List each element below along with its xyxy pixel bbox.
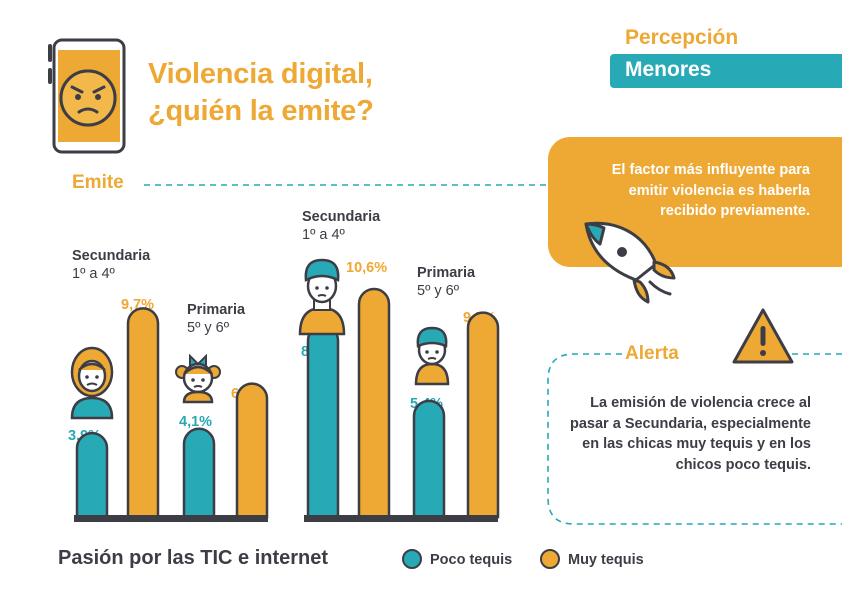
page-title-line2: ¿quién la emite? xyxy=(148,95,374,127)
boy-secundaria-avatar xyxy=(298,258,346,336)
rocket-icon xyxy=(584,221,676,304)
bar-muy-1 xyxy=(235,382,269,519)
alert-label: Alerta xyxy=(625,343,679,364)
group-grade-boys-secundaria: 1º a 4º xyxy=(302,227,345,243)
baseline-girls xyxy=(74,515,268,522)
baseline-boys xyxy=(304,515,498,522)
bar-poco-1 xyxy=(182,427,216,519)
group-label-girls-secundaria: Secundaria xyxy=(72,248,151,264)
perception-label: Percepción xyxy=(625,26,739,49)
group-grade-boys-primaria: 5º y 6º xyxy=(417,283,460,299)
factor-text: El factor más influyente para emitir vio… xyxy=(611,162,810,219)
value-label-poco-1: 4,1% xyxy=(179,414,213,430)
legend-dot-poco xyxy=(402,549,422,569)
legend-dot-muy xyxy=(540,549,560,569)
alert-text: La emisión de violencia crece al pasar a… xyxy=(570,395,811,473)
bar-muy-0 xyxy=(126,307,160,519)
girl-primaria-avatar xyxy=(175,353,221,404)
group-grade-girls-primaria: 5º y 6º xyxy=(187,320,230,336)
bar-muy-2 xyxy=(357,287,391,519)
girl-secundaria-avatar xyxy=(70,346,114,420)
angry-phone-icon xyxy=(48,38,126,154)
group-grade-girls-secundaria: 1º a 4º xyxy=(72,266,115,282)
boy-primaria-avatar xyxy=(414,326,450,386)
legend-title: Pasión por las TIC e internet xyxy=(58,547,329,569)
group-label-girls-primaria: Primaria xyxy=(187,302,246,318)
bar-muy-3 xyxy=(466,311,500,519)
warning-icon xyxy=(732,308,794,364)
segment-label: Menores xyxy=(625,58,712,81)
emite-dashed-line xyxy=(144,184,592,186)
bar-poco-0 xyxy=(75,431,109,519)
group-label-boys-secundaria: Secundaria xyxy=(302,209,381,225)
legend-label-poco: Poco tequis xyxy=(430,552,513,568)
bar-poco-2 xyxy=(306,324,340,519)
legend-label-muy: Muy tequis xyxy=(568,552,644,568)
emite-label: Emite xyxy=(72,172,124,193)
segment-banner xyxy=(610,54,842,88)
value-label-muy-2: 10,6% xyxy=(346,260,388,276)
group-label-boys-primaria: Primaria xyxy=(417,265,476,281)
bar-poco-3 xyxy=(412,399,446,519)
page-title-line1: Violencia digital, xyxy=(148,58,373,90)
